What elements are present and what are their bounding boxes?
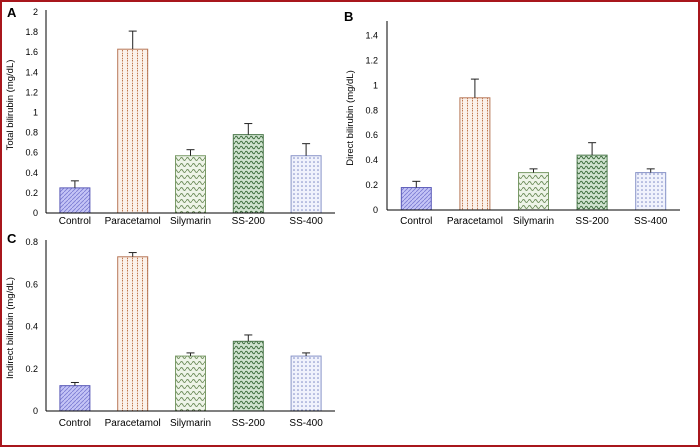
panel-a-ytick-label: 1.2 bbox=[25, 87, 38, 97]
panel-c-bar-paracetamol bbox=[117, 256, 149, 412]
panel-b-ytick-label: 0.8 bbox=[365, 105, 378, 115]
panel-b-ytick-label: 0.2 bbox=[365, 180, 378, 190]
panel-b-bar-paracetamol bbox=[459, 97, 491, 211]
panel-b-ytick-label: 1.4 bbox=[365, 30, 378, 40]
panel-a-ytick-label: 0.2 bbox=[25, 188, 38, 198]
panel-c-axes: 0 0.2 0.4 0.6 0.8 Control Paracetamol Silymarin… bbox=[25, 237, 335, 429]
panel-b-category-label: Silymarin bbox=[513, 216, 554, 227]
panel-b-ylabel: Direct bilirubin (mg/dL) bbox=[345, 70, 356, 166]
panel-a: A Total bilirubin (mg/dL) 0 0.2 0.4 0.6 0.8 1… bbox=[5, 5, 335, 227]
panel-b-category-label: SS-400 bbox=[634, 216, 668, 227]
panel-a-category-label: Paracetamol bbox=[105, 216, 161, 227]
panel-a-bar-ss-200 bbox=[232, 134, 264, 214]
panel-b-ytick-label: 0.6 bbox=[365, 130, 378, 140]
panel-a-category-label: Control bbox=[59, 216, 91, 227]
panel-a-category-label: SS-400 bbox=[289, 216, 323, 227]
panel-c-category-label: SS-400 bbox=[289, 418, 323, 429]
panel-a-bar-ss-400 bbox=[290, 155, 322, 214]
panel-b-bar-silymarin bbox=[518, 172, 549, 211]
panel-b-ytick-label: 1.2 bbox=[365, 55, 378, 65]
panel-b-category-label: Paracetamol bbox=[447, 216, 503, 227]
panel-a-ytick-label: 0.8 bbox=[25, 128, 38, 138]
panel-a-bar-paracetamol bbox=[117, 48, 149, 214]
panel-b-ytick-label: 0.4 bbox=[365, 155, 378, 165]
panel-b-ytick-label: 1 bbox=[373, 80, 378, 90]
panel-c-category-label: Control bbox=[59, 418, 91, 429]
panel-a-ytick-label: 0.4 bbox=[25, 168, 38, 178]
panel-a-letter: A bbox=[7, 5, 17, 20]
panel-c-category-label: Paracetamol bbox=[105, 418, 161, 429]
panel-b-ytick-label: 0 bbox=[373, 205, 378, 215]
panel-a-ytick-label: 0 bbox=[33, 208, 38, 218]
panel-a-axes: 0 0.2 0.4 0.6 0.8 1 1.2 1.4 1.6 1.8 2 Control Parace… bbox=[25, 7, 335, 227]
panel-a-bar-control bbox=[59, 187, 91, 214]
panel-c-ytick-label: 0.6 bbox=[25, 279, 38, 289]
panel-c-category-label: Silymarin bbox=[170, 418, 211, 429]
panel-b-category-label: Control bbox=[400, 216, 432, 227]
panel-c-bar-ss-200 bbox=[232, 340, 264, 412]
panel-b-letter: B bbox=[344, 9, 353, 24]
panel-a-ytick-label: 0.6 bbox=[25, 148, 38, 158]
panel-c-letter: C bbox=[7, 231, 17, 246]
panel-a-ytick-label: 2 bbox=[33, 7, 38, 17]
panel-a-ytick-label: 1.8 bbox=[25, 27, 38, 37]
panel-a-ytick-label: 1.6 bbox=[25, 47, 38, 57]
panel-b: B Direct bilirubin (mg/dL) 0 0.2 0.4 0.6 0.8… bbox=[344, 9, 680, 227]
panel-b-bar-ss-400 bbox=[635, 172, 667, 211]
panel-a-bar-silymarin bbox=[175, 155, 206, 214]
panel-a-ytick-label: 1.4 bbox=[25, 67, 38, 77]
panel-c-ytick-label: 0.2 bbox=[25, 364, 38, 374]
panel-b-bar-control bbox=[400, 187, 432, 211]
panel-c-ytick-label: 0.8 bbox=[25, 237, 38, 247]
panel-a-ylabel: Total bilirubin (mg/dL) bbox=[5, 60, 16, 151]
panel-b-category-label: SS-200 bbox=[575, 216, 609, 227]
panel-c-bar-silymarin bbox=[175, 355, 206, 412]
panel-a-ytick-label: 1 bbox=[33, 108, 38, 118]
panel-c: C Indirect bilirubin (mg/dL) 00.20.40.60… bbox=[5, 231, 335, 429]
panel-b-bar-ss-200 bbox=[576, 154, 608, 211]
panel-a-category-label: SS-200 bbox=[232, 216, 266, 227]
panel-a-category-label: Silymarin bbox=[170, 216, 211, 227]
panel-c-bar-control bbox=[59, 385, 91, 412]
panel-c-ylabel: Indirect bilirubin (mg/dL) bbox=[5, 277, 16, 379]
panel-c-ytick-label: 0 bbox=[33, 406, 38, 416]
panel-c-category-label: SS-200 bbox=[232, 418, 266, 429]
panel-c-ytick-label: 0.4 bbox=[25, 322, 38, 332]
panel-b-axes: 0 0.2 0.4 0.6 0.8 1 1.2 1.4 Control Paracetamol Si… bbox=[365, 21, 680, 227]
panel-c-bar-ss-400 bbox=[290, 355, 322, 412]
